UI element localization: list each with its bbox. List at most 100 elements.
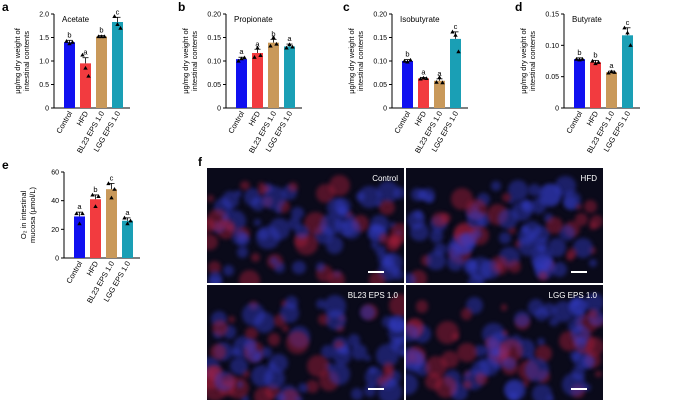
tissue-texture [546, 395, 555, 400]
tissue-texture [446, 241, 462, 258]
tissue-texture [236, 381, 244, 388]
tissue-texture [451, 388, 459, 396]
significance-letter: a [421, 67, 426, 76]
tissue-texture [501, 193, 511, 203]
data-point [74, 211, 79, 216]
tissue-texture [565, 252, 575, 261]
significance-letter: c [116, 7, 120, 16]
tissue-texture [406, 273, 417, 283]
data-point [115, 22, 120, 26]
significance-letter: b [405, 50, 409, 59]
tissue-texture [441, 350, 459, 368]
tissue-texture [253, 219, 261, 226]
tissue-texture [588, 308, 598, 319]
data-point [99, 34, 104, 39]
tissue-texture [583, 200, 597, 214]
tissue-texture [377, 380, 402, 400]
tissue-texture [281, 184, 298, 201]
data-point [440, 80, 445, 85]
tissue-texture [273, 262, 285, 274]
tissue-texture [462, 379, 473, 390]
tissue-texture [319, 214, 342, 236]
tissue-texture [521, 224, 529, 232]
tissue-texture [532, 225, 550, 244]
tissue-texture [559, 225, 576, 242]
tissue-texture [479, 356, 499, 377]
x-tick-label: Control [226, 109, 246, 135]
data-point [258, 53, 263, 57]
tissue-texture [335, 324, 344, 332]
tissue-texture [514, 239, 523, 248]
tissue-texture [537, 271, 549, 282]
tissue-texture [250, 253, 261, 263]
tissue-texture [288, 216, 302, 230]
data-point [402, 58, 407, 63]
y-axis-label: μg/mg dry weight of [347, 27, 356, 94]
tissue-texture [406, 358, 411, 366]
tissue-texture [213, 342, 233, 362]
tissue-texture [230, 356, 248, 375]
tissue-texture [389, 315, 404, 332]
tissue-texture [387, 369, 402, 385]
tissue-texture [453, 225, 474, 245]
tissue-texture [326, 310, 346, 330]
panel-letter: e [2, 158, 9, 172]
significance-letter: b [67, 30, 71, 39]
tissue-texture [388, 294, 404, 318]
y-tick-label: 40 [51, 198, 59, 205]
significance-letter: a [287, 34, 292, 43]
y-tick-label: 0.15 [545, 12, 559, 19]
tissue-texture [573, 309, 586, 322]
tissue-texture [315, 299, 326, 310]
y-tick-label: 0 [217, 106, 221, 113]
data-point [574, 56, 579, 61]
tissue-texture [390, 237, 399, 246]
tissue-texture [449, 243, 471, 265]
tissue-texture [502, 359, 518, 376]
tissue-texture [274, 314, 287, 327]
panel-letter: d [515, 0, 522, 14]
tissue-texture [320, 345, 335, 360]
data-point [593, 61, 598, 66]
tissue-texture [450, 188, 474, 211]
tissue-texture [333, 339, 344, 350]
tissue-texture [251, 365, 274, 387]
tissue-texture [333, 270, 341, 279]
tissue-texture [504, 378, 527, 400]
tissue-texture [207, 218, 215, 233]
data-point [580, 56, 585, 61]
tissue-texture [450, 383, 468, 400]
tissue-texture [394, 186, 404, 199]
tissue-texture [262, 195, 274, 207]
y-tick-label: 0.20 [207, 12, 221, 19]
tissue-texture [499, 232, 511, 245]
tissue-texture [461, 232, 477, 248]
tissue-texture [497, 349, 506, 359]
tissue-texture [535, 237, 548, 250]
tissue-texture [543, 259, 556, 273]
data-point [64, 39, 69, 43]
tissue-texture [364, 354, 371, 361]
tissue-texture [338, 205, 348, 215]
data-point [437, 75, 442, 80]
tissue-texture [492, 348, 506, 362]
tissue-texture [531, 246, 553, 269]
y-axis-label: mucosa (μmol/L) [28, 187, 37, 244]
data-point [271, 35, 276, 40]
tissue-texture [420, 187, 435, 202]
tissue-texture [268, 333, 281, 346]
y-tick-label: 60 [51, 170, 59, 177]
tissue-texture [400, 350, 404, 357]
tissue-texture [292, 260, 306, 275]
data-point [93, 204, 98, 208]
tissue-texture [570, 384, 585, 399]
tissue-texture [487, 342, 511, 365]
tissue-texture [507, 259, 522, 274]
tissue-texture [246, 348, 262, 363]
tissue-texture [570, 298, 580, 308]
bar [450, 38, 461, 108]
tissue-texture [341, 220, 361, 239]
micrograph-panel: LGG EPS 1.0 [406, 285, 603, 400]
micrograph-label: LGG EPS 1.0 [548, 291, 597, 300]
tissue-texture [388, 234, 402, 248]
